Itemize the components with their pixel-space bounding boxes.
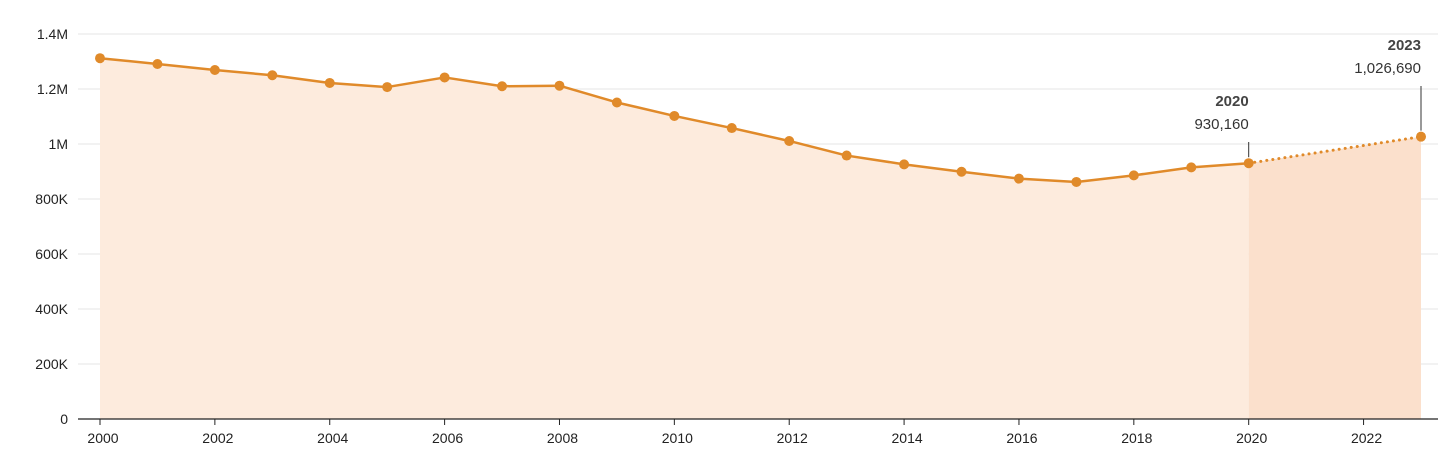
data-point <box>956 166 967 177</box>
x-tick-label: 2000 <box>87 430 118 446</box>
annotation-value: 1,026,690 <box>1354 60 1421 77</box>
y-tick-label: 0 <box>60 411 68 427</box>
x-tick-label: 2004 <box>317 430 348 446</box>
area-actual <box>100 58 1249 419</box>
data-point <box>611 97 622 108</box>
data-point <box>841 150 852 161</box>
x-tick-label: 2020 <box>1236 430 1267 446</box>
annotation-value: 930,160 <box>1194 116 1248 133</box>
data-point <box>95 53 105 64</box>
data-point <box>1243 158 1254 169</box>
data-point <box>439 72 450 83</box>
x-tick-label: 2018 <box>1121 430 1152 446</box>
area-projected <box>1248 136 1421 419</box>
annotations: 2020 930,160 2023 1,026,690 <box>1194 37 1422 158</box>
data-point <box>152 58 163 69</box>
x-tick-label: 2012 <box>777 430 808 446</box>
data-points <box>95 53 1426 187</box>
data-point <box>554 80 565 91</box>
data-point <box>1186 162 1197 173</box>
y-tick-label: 1M <box>49 136 68 152</box>
data-point <box>1071 176 1082 187</box>
x-tick-label: 2016 <box>1006 430 1037 446</box>
data-point <box>784 135 795 146</box>
area-fill <box>100 58 1421 419</box>
data-point <box>726 123 737 134</box>
x-tick-label: 2006 <box>432 430 463 446</box>
x-tick-label: 2010 <box>662 430 693 446</box>
y-tick-label: 200K <box>35 356 68 372</box>
data-point <box>1416 131 1426 142</box>
y-tick-label: 800K <box>35 191 68 207</box>
y-tick-label: 1.4M <box>37 26 68 42</box>
data-point <box>382 82 393 93</box>
data-point <box>497 81 508 92</box>
data-point <box>209 65 220 76</box>
annotation-year: 2020 <box>1215 93 1248 110</box>
y-tick-label: 600K <box>35 246 68 262</box>
x-tick-label: 2022 <box>1351 430 1382 446</box>
data-point <box>1128 170 1139 181</box>
data-point <box>1013 173 1024 184</box>
data-point <box>669 110 680 121</box>
x-tick-label: 2008 <box>547 430 578 446</box>
y-tick-label: 400K <box>35 301 68 317</box>
axes: 0 200K 400K 600K 800K 1M 1.2M 1.4M 2000 2002 2004 2… <box>35 26 1438 446</box>
x-tick-label: 2014 <box>892 430 923 446</box>
annotation-year: 2023 <box>1388 37 1421 54</box>
series-line-projected <box>1247 135 1423 165</box>
data-point <box>267 70 278 81</box>
data-point <box>324 77 335 88</box>
data-point <box>899 159 910 170</box>
y-tick-label: 1.2M <box>37 81 68 97</box>
x-tick-label: 2002 <box>202 430 233 446</box>
